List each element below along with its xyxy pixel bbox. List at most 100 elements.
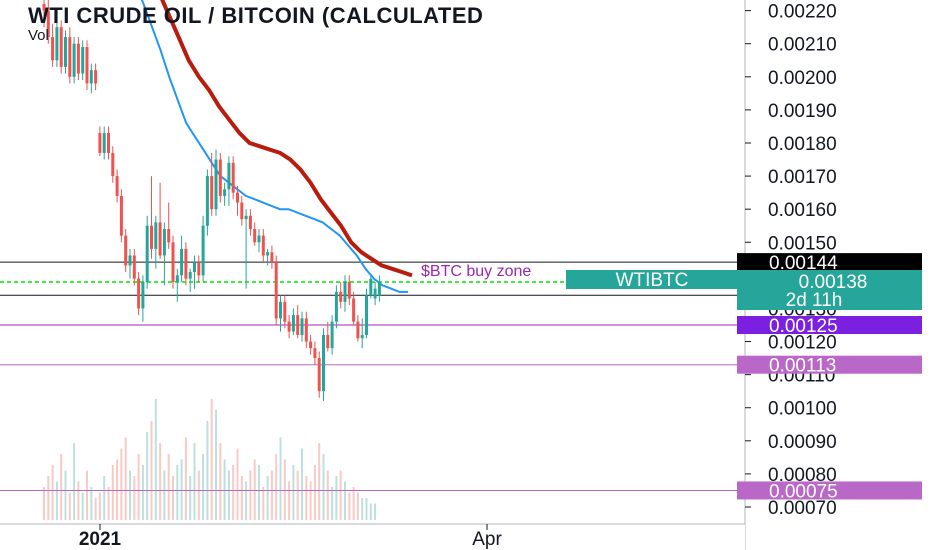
price-tick-label: 0.00200 (768, 68, 837, 89)
volume-bar (90, 487, 93, 520)
price-tick-label: 0.00080 (768, 465, 837, 486)
level-badge-value: 0.00125 (769, 316, 838, 337)
candle-body (107, 133, 110, 153)
candle-body (184, 248, 188, 279)
volume-bar (236, 448, 239, 520)
symbol-price-tag[interactable]: WTIBTC 0.00138 2d 11h (566, 270, 922, 311)
volume-bar (369, 503, 372, 520)
candle-body (248, 215, 252, 230)
candle-body (283, 301, 287, 322)
price-axis-ticks: 0.00220 0.00210 0.00200 0.00190 0.00180 0.001… (745, 2, 837, 519)
volume-bar (172, 476, 174, 520)
candle-body (111, 152, 115, 177)
candle-body (352, 298, 356, 322)
candle-countdown: 2d 11h (786, 290, 843, 311)
candle-body (188, 272, 192, 279)
candle-body (236, 192, 239, 203)
volume-bar (133, 476, 136, 520)
candle-body (158, 222, 162, 256)
volume-bar (365, 498, 368, 520)
chart-title: WTI CRUDE OIL / BITCOIN (CALCULATED (28, 3, 484, 28)
volume-bar (154, 399, 157, 520)
candle-body (369, 278, 373, 296)
volume-bar (210, 399, 213, 520)
volume-bar (374, 503, 377, 520)
candle-body (124, 235, 128, 266)
candle-body (223, 189, 227, 196)
candle-body (365, 295, 368, 335)
candle-body (261, 235, 265, 256)
volume-bar (60, 454, 63, 520)
candle-body (85, 47, 89, 84)
buy-zone-annotation: $BTC buy zone (421, 263, 531, 280)
candle-body (227, 162, 231, 190)
volume-bar (116, 459, 119, 520)
candle-body (150, 225, 153, 249)
volume-bar (193, 443, 196, 520)
level-badge (737, 315, 922, 334)
candle-body (171, 242, 175, 282)
candle-body (64, 37, 67, 67)
level-badge-value: 0.00144 (769, 253, 838, 274)
candle-body (102, 133, 106, 153)
volume-bar (167, 454, 170, 520)
candle-body (313, 348, 317, 359)
candle-body (300, 318, 304, 335)
volume-bar (215, 410, 217, 520)
time-axis-background (0, 524, 745, 550)
price-tick-label: 0.00220 (768, 2, 837, 23)
volume-bar (296, 470, 299, 520)
volume-label: Vol (28, 27, 49, 44)
candle-body (51, 37, 55, 61)
volume-bar (150, 421, 153, 520)
volume-bar (258, 465, 260, 520)
candle-body (334, 291, 338, 322)
volume-bar (176, 465, 179, 520)
volume-bar (245, 481, 248, 520)
candle-body (175, 275, 179, 282)
volume-bar (51, 465, 54, 520)
volume-bar (103, 476, 106, 520)
candle-body (244, 215, 248, 220)
volume-bar (313, 465, 316, 520)
price-tick-label: 0.00190 (768, 101, 837, 122)
candle-body (287, 321, 291, 332)
price-tick-label: 0.00120 (768, 333, 837, 354)
volume-bar (262, 487, 265, 520)
candle-body (339, 291, 343, 302)
candle-body (309, 341, 313, 349)
volume-bar (326, 470, 329, 520)
candle-body (141, 281, 145, 309)
price-tick-label: 0.00170 (768, 167, 837, 188)
price-tick-label: 0.00100 (768, 399, 837, 420)
level-badge-value: 0.00075 (769, 481, 838, 502)
volume-bar (305, 476, 308, 520)
candle-body (257, 235, 261, 243)
level-badge-value: 0.00113 (769, 356, 836, 377)
slow-moving-average-line (160, 0, 413, 278)
price-tick-label: 0.00210 (768, 35, 837, 56)
volume-bar (111, 465, 114, 520)
volume-bar (64, 470, 67, 520)
volume-bar (47, 476, 50, 520)
candle-body (72, 43, 76, 77)
candle-body (317, 358, 321, 392)
horizontal-lines (0, 261, 745, 491)
volume-bar (309, 481, 312, 520)
candle-body (42, 4, 46, 11)
candle-body (214, 159, 218, 210)
candle-body (180, 248, 184, 276)
price-tick-label: 0.00090 (768, 432, 837, 453)
candle-body (322, 334, 325, 392)
volume-bar (120, 448, 123, 520)
candle-body (326, 334, 330, 349)
candle-body (154, 222, 158, 249)
candle-body (377, 281, 381, 296)
candles (42, 0, 381, 402)
candle-body (274, 262, 278, 319)
candle-body (162, 229, 166, 256)
volume-bar (189, 476, 192, 520)
volume-bar (318, 443, 321, 520)
candle-body (59, 27, 63, 67)
